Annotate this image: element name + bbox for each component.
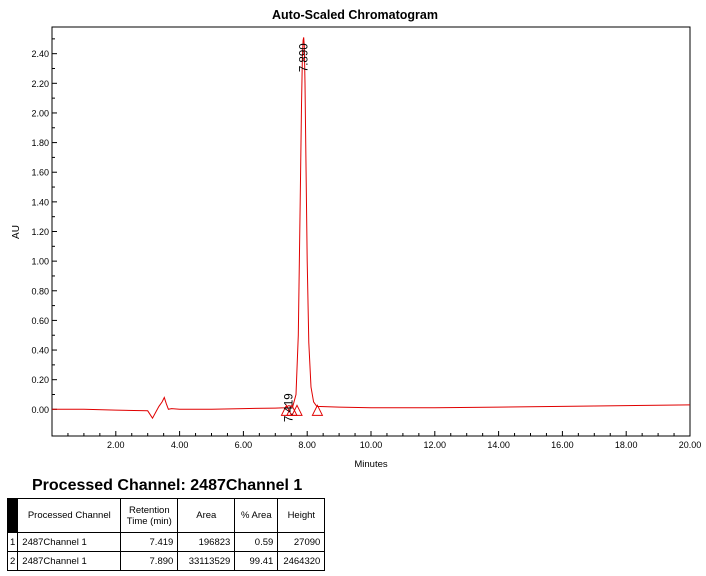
y-tick-label: 2.20 [31,79,49,89]
cell-height: 2464320 [277,551,326,571]
y-tick-label: 0.40 [31,346,49,356]
col-header-channel: Processed Channel [17,498,122,533]
y-tick-label: 1.40 [31,197,49,207]
col-header-pct-area: % Area [234,498,279,533]
x-tick-label: 10.00 [360,440,383,450]
peak-results-table: Processed Channel Retention Time (min) A… [6,498,326,571]
table-corner [6,498,19,533]
cell-pct-area: 0.59 [234,532,279,552]
y-tick-label: 0.80 [31,286,49,296]
col-header-height: Height [277,498,326,533]
table-header-row: Processed Channel Retention Time (min) A… [6,498,326,533]
y-tick-label: 1.60 [31,168,49,178]
x-axis: 2.00 4.00 6.00 8.00 10.00 12.00 14.00 16.00 18.0… [67,431,702,450]
x-tick-label: 8.00 [298,440,316,450]
y-tick-label: 2.00 [31,108,49,118]
x-tick-label: 16.00 [551,440,574,450]
x-tick-label: 6.00 [235,440,253,450]
y-tick-label: 2.40 [31,49,49,59]
processed-channel-title: Processed Channel: 2487Channel 1 [32,477,303,494]
cell-retention-time: 7.419 [120,532,179,552]
x-axis-label: Minutes [354,459,388,470]
cell-area: 196823 [177,532,236,552]
cell-height: 27090 [277,532,326,552]
y-tick-label: 1.00 [31,257,49,267]
y-tick-label: 0.60 [31,316,49,326]
y-axis-label: AU [11,225,22,239]
col-header-retention-time: Retention Time (min) [120,498,179,533]
table-row: 2 2487Channel 1 7.890 33113529 99.41 246… [6,551,326,571]
series-layer [52,37,691,420]
cell-retention-time: 7.890 [120,551,179,571]
peak-marker [311,404,324,416]
peak-label: 7.890 [299,43,311,72]
x-tick-label: 12.00 [424,440,447,450]
peak-marker [291,404,303,416]
y-tick-label: 1.20 [31,227,49,237]
series-line [52,37,691,420]
table-row: 1 2487Channel 1 7.419 196823 0.59 27090 [6,532,326,552]
peak-label: 7.419 [284,393,296,422]
row-index: 2 [6,551,19,571]
cell-pct-area: 99.41 [234,551,279,571]
y-tick-label: 0.20 [31,375,49,385]
col-header-area: Area [177,498,236,533]
row-index: 1 [6,532,19,552]
cell-channel: 2487Channel 1 [17,551,122,571]
peak-markers [280,404,324,416]
x-tick-label: 18.00 [615,440,638,450]
plot-frame [51,26,691,437]
x-tick-label: 2.00 [107,440,125,450]
x-tick-label: 4.00 [171,440,189,450]
y-tick-label: 1.80 [31,138,49,148]
chart-title: Auto-Scaled Chromatogram [272,8,438,22]
y-axis: 0.00 0.20 0.40 0.60 0.80 1.00 1.20 1.40 1.60 1.80… [31,38,57,415]
chromatogram-chart: Auto-Scaled Chromatogram 0.00 0.20 0.40 0.6… [11,8,702,470]
x-tick-label: 20.00 [679,440,702,450]
peak-labels: 7.419 7.890 [284,43,311,422]
y-tick-label: 0.00 [31,405,49,415]
cell-area: 33113529 [177,551,236,571]
x-tick-label: 14.00 [487,440,510,450]
cell-channel: 2487Channel 1 [17,532,122,552]
